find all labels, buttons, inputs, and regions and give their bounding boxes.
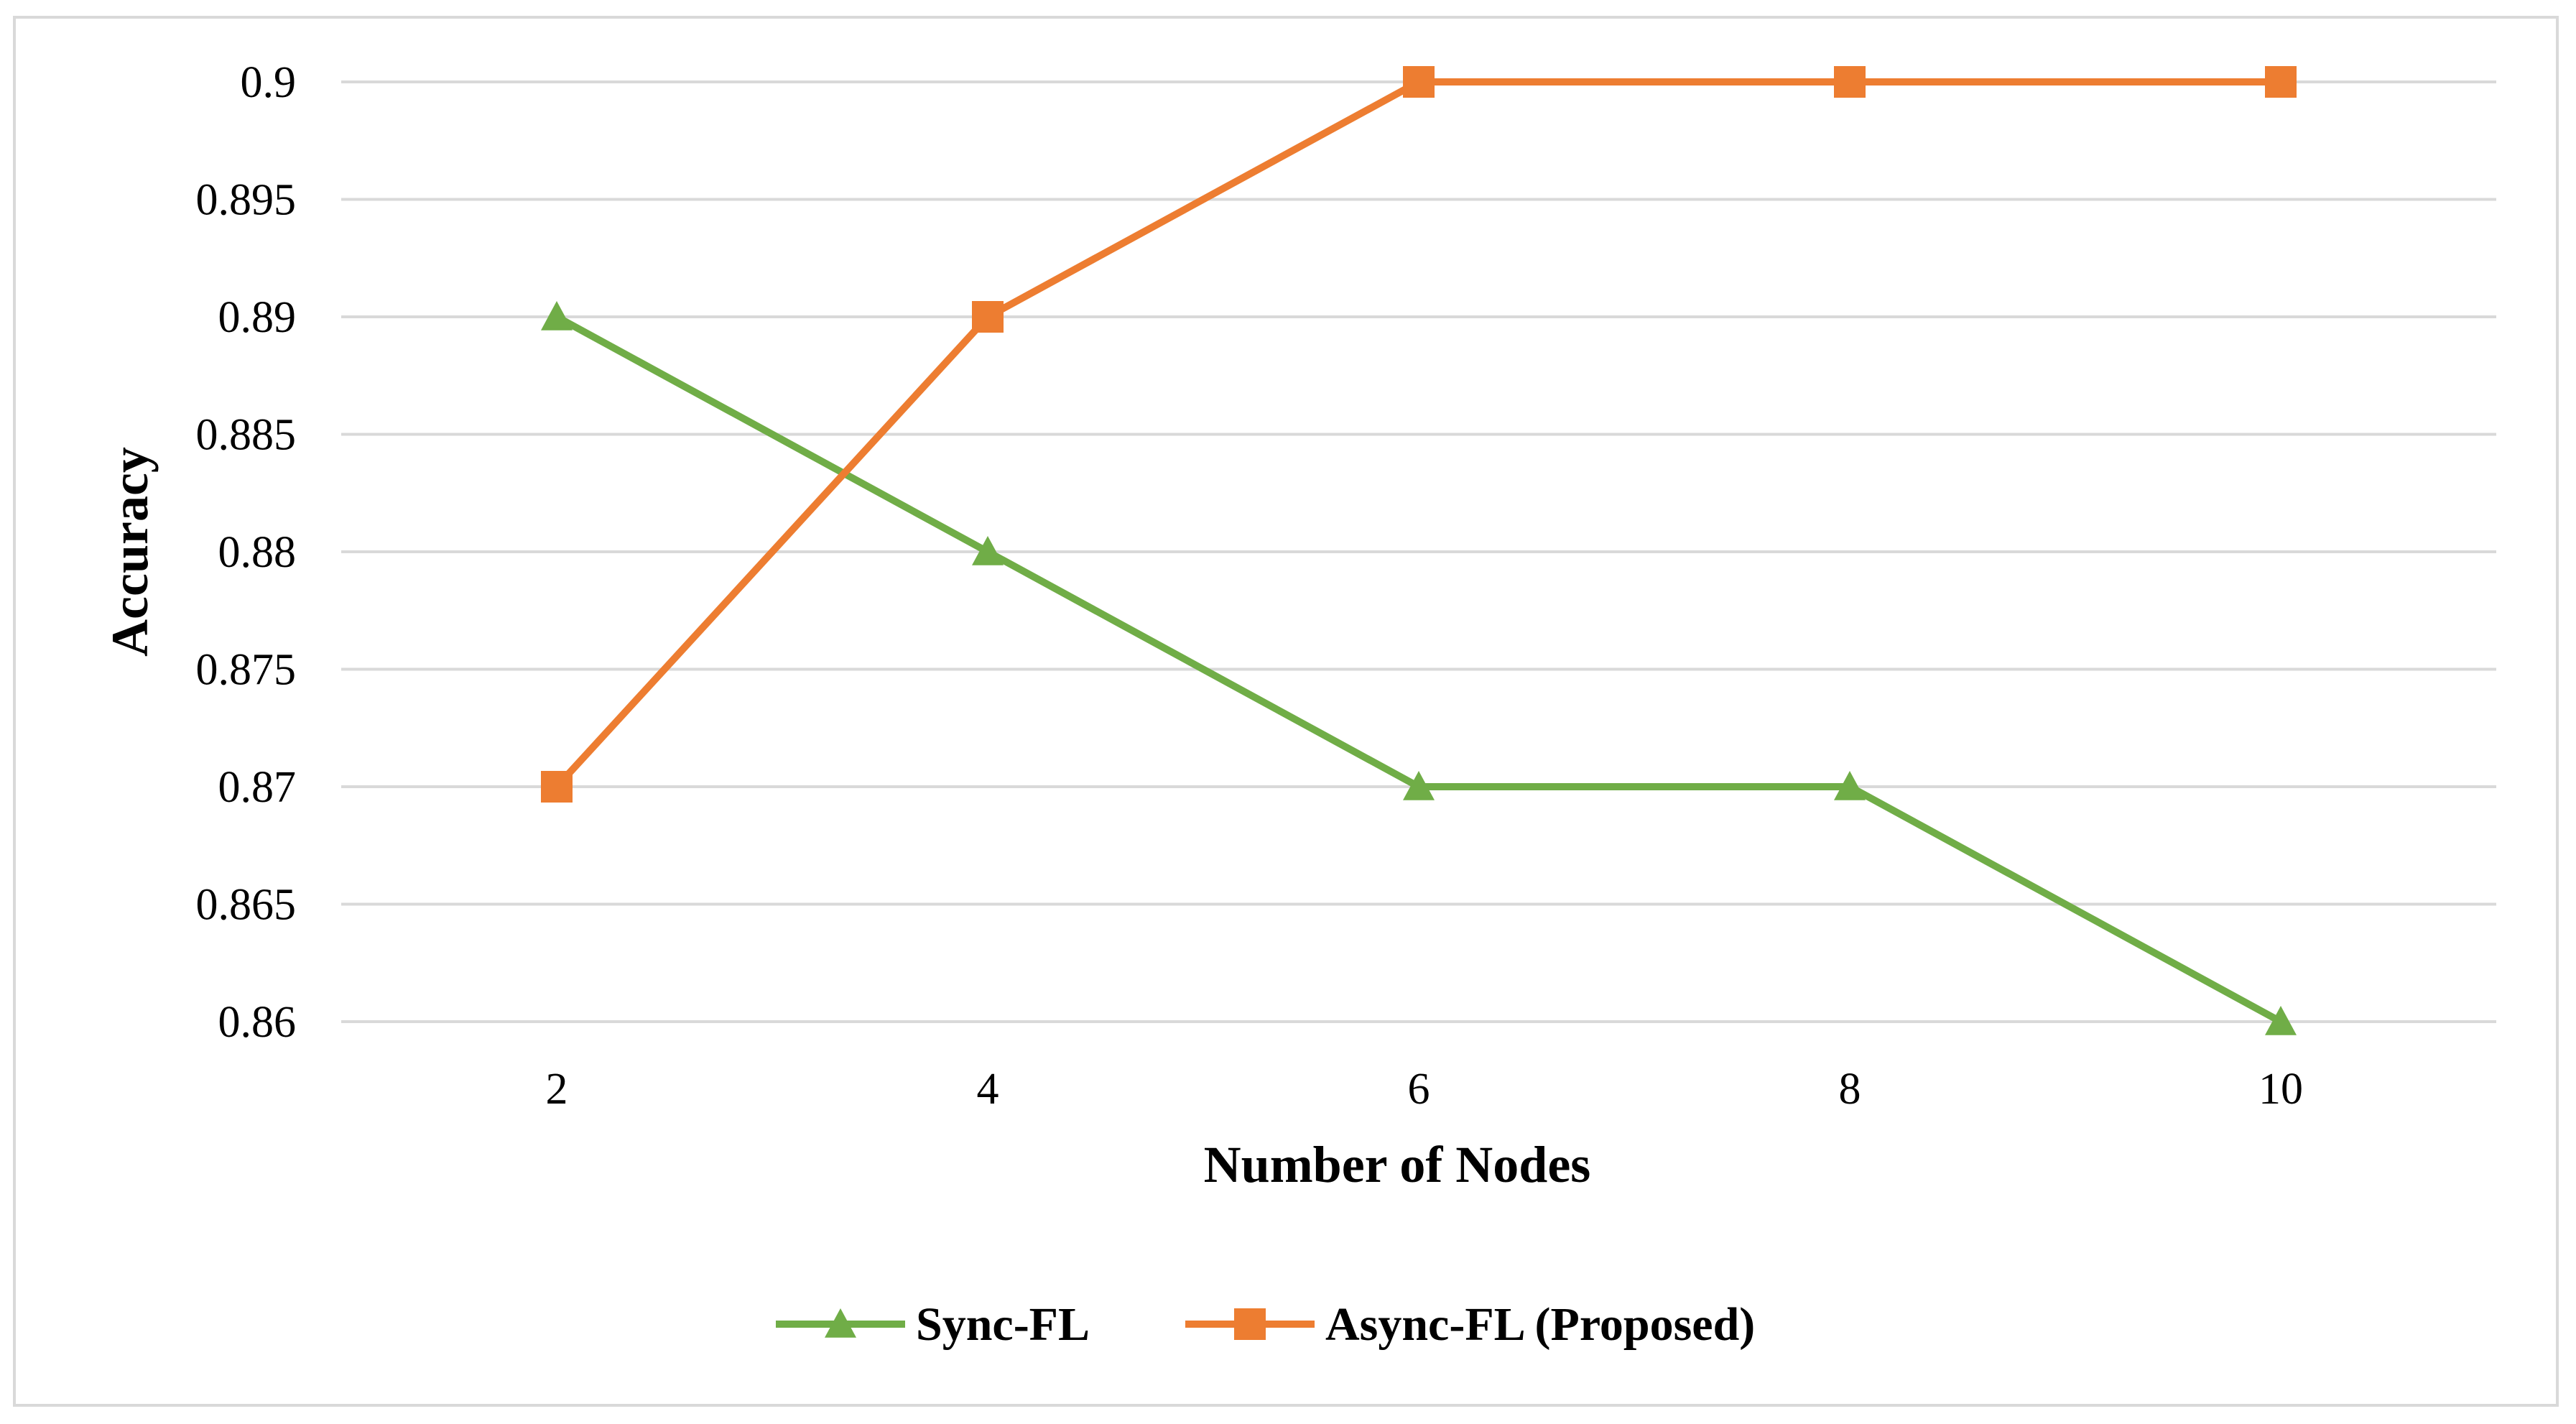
- x-axis-ticks: 2 4 6 8 10: [546, 1065, 2304, 1114]
- series-async-fl-proposed: [541, 66, 2297, 803]
- legend-item: Async-FL (Proposed): [1185, 1298, 1755, 1351]
- triangle-marker-icon: [825, 1308, 856, 1338]
- data-point: [1403, 66, 1435, 98]
- data-point: [541, 301, 573, 330]
- x-tick-label: 8: [1839, 1065, 1861, 1114]
- y-tick-label: 0.86: [218, 998, 297, 1047]
- y-tick-label: 0.9: [241, 58, 297, 107]
- y-tick-label: 0.865: [196, 881, 297, 930]
- y-tick-label: 0.875: [196, 646, 297, 695]
- x-tick-label: 10: [2258, 1065, 2303, 1114]
- legend-label: Async-FL (Proposed): [1325, 1298, 1755, 1351]
- y-axis-ticks: 0.86 0.865 0.87 0.875 0.88 0.885 0.89 0.895 0.9: [196, 58, 297, 1047]
- data-point: [972, 301, 1004, 333]
- data-point: [2265, 66, 2297, 98]
- y-tick-label: 0.885: [196, 411, 297, 460]
- y-axis-title: Accuracy: [101, 447, 159, 657]
- y-tick-label: 0.89: [218, 293, 297, 342]
- data-point: [1834, 66, 1866, 98]
- square-marker-icon: [1234, 1308, 1266, 1340]
- y-tick-label: 0.87: [218, 763, 297, 812]
- y-tick-label: 0.88: [218, 528, 297, 577]
- data-point: [1403, 771, 1435, 800]
- legend-label: Sync-FL: [916, 1298, 1090, 1351]
- legend: Sync-FL Async-FL (Proposed): [776, 1298, 1755, 1351]
- data-point: [2265, 1006, 2297, 1035]
- x-tick-label: 2: [546, 1065, 568, 1114]
- x-tick-label: 4: [977, 1065, 999, 1114]
- series-layer: [541, 66, 2297, 1035]
- y-tick-label: 0.895: [196, 176, 297, 225]
- data-point: [972, 536, 1004, 565]
- x-axis-title: Number of Nodes: [1204, 1136, 1591, 1193]
- x-tick-label: 6: [1408, 1065, 1430, 1114]
- gridlines: [341, 80, 2496, 906]
- data-point: [1834, 771, 1866, 800]
- data-point: [541, 771, 573, 803]
- legend-item: Sync-FL: [776, 1298, 1090, 1351]
